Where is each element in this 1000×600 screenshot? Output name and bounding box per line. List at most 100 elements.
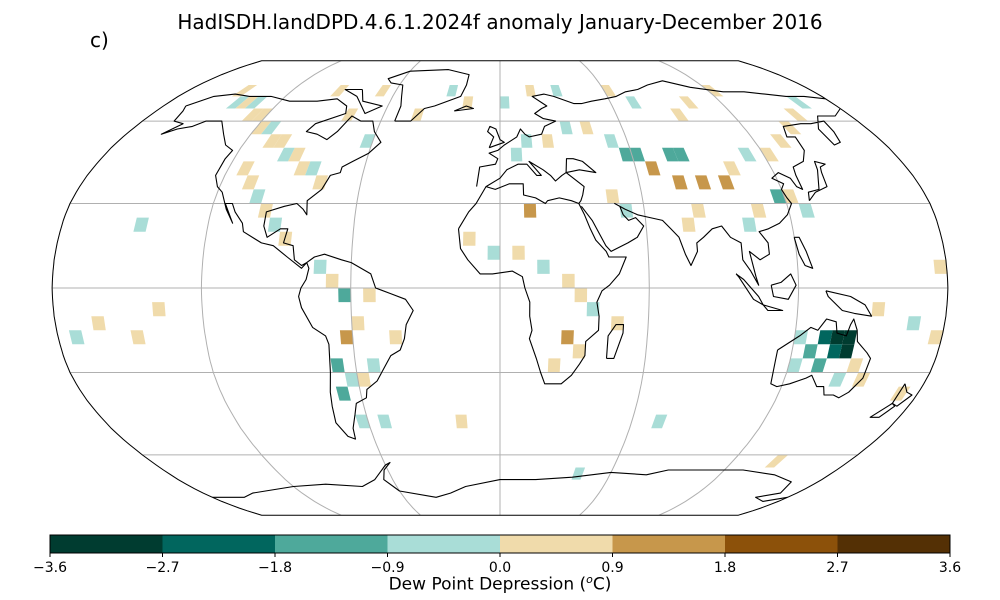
coastline [160, 93, 382, 269]
anomaly-cell [152, 302, 166, 317]
anomaly-cell [889, 386, 911, 401]
anomaly-cell [839, 344, 855, 359]
anomaly-cell [250, 121, 272, 135]
anomaly-cell [273, 134, 293, 148]
anomaly-cell [605, 189, 620, 204]
coastline [605, 324, 625, 359]
anomaly-cell [446, 85, 459, 97]
anomaly-cell [235, 96, 259, 109]
coastline [457, 183, 627, 385]
anomaly-cell [241, 175, 260, 190]
anomaly-cell [572, 344, 586, 359]
anomaly-cell [579, 121, 594, 135]
anomaly-cell [267, 217, 283, 232]
anomaly-cell [723, 161, 741, 176]
anomaly-cell [764, 454, 789, 468]
anomaly-cell [313, 259, 327, 274]
anomaly-cell [344, 372, 360, 387]
anomaly-cell [236, 161, 255, 176]
anomaly-cell [91, 316, 106, 331]
anomaly-cell [355, 414, 371, 429]
anomaly-cell [691, 203, 706, 218]
anomaly-cell [802, 344, 818, 359]
anomaly-cell [510, 147, 523, 162]
anomaly-cell [786, 358, 803, 373]
colorbar-tick-label: 2.7 [826, 560, 849, 576]
anomaly-cell [363, 288, 376, 303]
colorbar-segment [387, 535, 501, 553]
colorbar-label-suffix: C) [592, 574, 612, 595]
anomaly-cell [694, 175, 712, 190]
anomaly-cell [330, 85, 350, 97]
anomaly-cell [846, 358, 864, 373]
anomaly-cell [817, 330, 833, 345]
anomaly-cell [561, 330, 574, 345]
colorbar-tick-label: −3.6 [33, 560, 67, 576]
anomaly-cell [463, 231, 476, 246]
colorbar-tick-label: −2.7 [145, 560, 180, 576]
coastlines [160, 69, 913, 502]
anomaly-cell [906, 316, 922, 331]
anomaly-cell [500, 96, 510, 109]
anomaly-cell [520, 134, 533, 148]
anomaly-cell [826, 344, 843, 359]
colorbar-segment [725, 535, 838, 553]
anomaly-cell [742, 217, 757, 232]
coastline [476, 80, 826, 187]
coastline [298, 253, 414, 440]
anomaly-cell [225, 96, 250, 109]
anomaly-cell [603, 134, 619, 148]
colorbar-tick-label: 0.9 [601, 560, 624, 576]
anomaly-cell [389, 330, 403, 345]
anomaly-cell [842, 330, 858, 345]
anomaly-cell [339, 330, 354, 345]
anomaly-cell [759, 147, 779, 162]
anomaly-cell [793, 330, 808, 345]
anomaly-cell [618, 147, 634, 162]
anomaly-cell [305, 161, 322, 176]
anomaly-cell [338, 288, 351, 303]
anomaly-cell [288, 147, 306, 162]
anomaly-cell [828, 372, 847, 387]
anomaly-cell [523, 203, 537, 218]
coastline [580, 108, 841, 286]
anomaly-cell [629, 147, 645, 162]
colorbar-tick-label: 3.6 [938, 560, 962, 576]
anomaly-cell [241, 108, 264, 122]
anomaly-cell [770, 134, 792, 148]
anomaly-cell [717, 175, 735, 190]
anomaly-cell [257, 203, 273, 218]
anomaly-cell [541, 134, 554, 148]
anomaly-cell [293, 161, 311, 176]
anomaly-cell [462, 96, 474, 109]
coastline [770, 273, 797, 300]
anomaly-cell [651, 414, 668, 429]
anomaly-cell [351, 316, 365, 331]
anomaly-cell [356, 372, 371, 387]
anomaly-cell [662, 147, 679, 162]
anomaly-cell [547, 358, 561, 373]
colorbar-segment [837, 535, 951, 553]
anomaly-cell [68, 330, 85, 345]
anomaly-cell [512, 245, 525, 260]
anomaly-cell [231, 85, 258, 97]
map-title: HadISDH.landDPD.4.6.1.2024f anomaly Janu… [177, 10, 823, 34]
anomaly-cell [249, 189, 266, 204]
colorbar-segment [500, 535, 613, 553]
anomaly-cell [672, 175, 688, 190]
anomaly-cell [330, 358, 345, 373]
anomaly-cell [559, 121, 573, 135]
anomaly-cell [600, 85, 617, 97]
anomaly-cell [251, 108, 274, 122]
anomaly-cell [341, 108, 359, 122]
anomaly-cell [525, 85, 536, 97]
anomaly-cell [455, 414, 468, 429]
coastline [344, 88, 383, 115]
anomaly-cell [737, 147, 757, 162]
colorbar-label-degree: o [586, 573, 593, 586]
coastline [453, 105, 475, 112]
coastline [762, 304, 784, 312]
coastline [807, 160, 828, 202]
anomaly-cell [374, 85, 392, 97]
